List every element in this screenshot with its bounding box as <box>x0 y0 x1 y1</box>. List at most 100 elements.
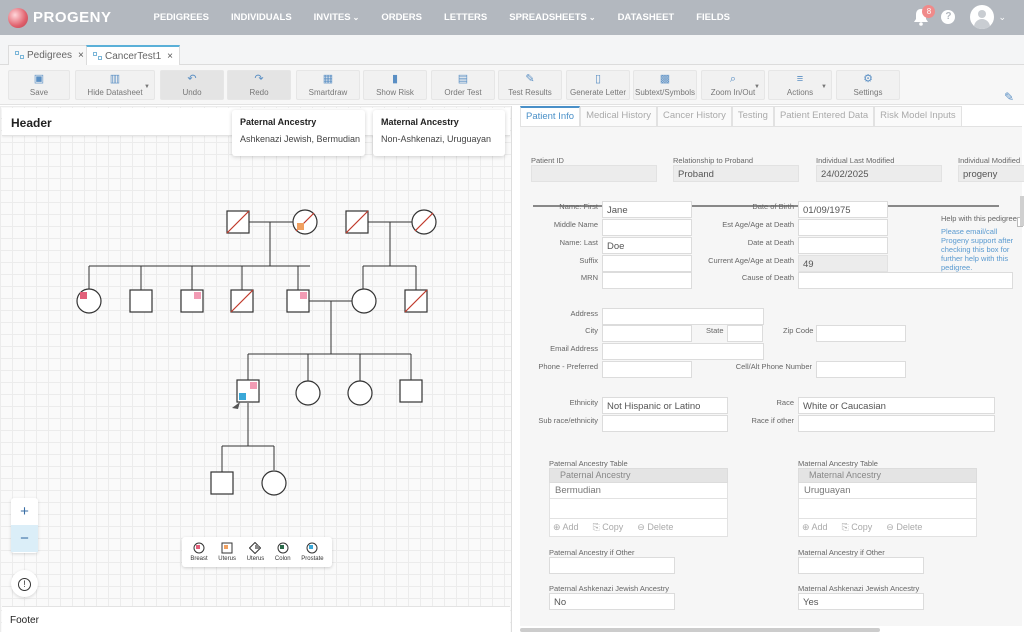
copy-button[interactable]: ⎘ Copy <box>841 522 873 532</box>
est-age-field[interactable] <box>798 219 888 236</box>
table-row[interactable]: Uruguayan <box>798 483 977 499</box>
add-button[interactable]: ⊕ Add <box>802 522 828 532</box>
subtext-symbols-button[interactable]: ▩ Subtext/Symbols <box>633 70 697 100</box>
zoom-in-button[interactable]: + <box>20 503 29 520</box>
vertical-scrollbar[interactable] <box>1020 196 1024 226</box>
relationship-field[interactable]: Proband <box>673 165 799 182</box>
phone-field[interactable] <box>602 361 692 378</box>
tab-pedigrees[interactable]: Pedigrees × <box>8 45 91 65</box>
mrn-field[interactable] <box>602 272 692 289</box>
paternal-ancestry-card[interactable]: Paternal Ancestry Ashkenazi Jewish, Berm… <box>232 110 365 156</box>
paternal-uncle[interactable] <box>129 289 153 313</box>
toolbar-button-label: Save <box>29 87 49 97</box>
cause-of-death-field[interactable] <box>798 272 1013 289</box>
sister[interactable] <box>295 380 321 406</box>
cell-phone-field[interactable] <box>816 361 906 378</box>
zip-field[interactable] <box>816 325 906 342</box>
nav-item-orders[interactable]: ORDERS <box>381 12 422 23</box>
nav-item-pedigrees[interactable]: PEDIGREES <box>154 12 209 23</box>
table-row[interactable] <box>549 499 728 519</box>
show-risk-button[interactable]: ▮ Show Risk <box>363 70 427 100</box>
generate-letter-button[interactable]: ▯ Generate Letter <box>566 70 630 100</box>
add-button[interactable]: ⊕ Add <box>553 522 579 532</box>
nav-item-invites[interactable]: INVITES ⌄ <box>314 12 360 23</box>
smartdraw-button[interactable]: ▦ Smartdraw <box>296 70 360 100</box>
patient-id-field[interactable] <box>531 165 657 182</box>
race-select[interactable]: White or Caucasian <box>798 397 995 414</box>
toolbar-button-label: Show Risk <box>376 87 414 97</box>
dod-field[interactable] <box>798 237 888 254</box>
ethnicity-select[interactable]: Not Hispanic or Latino <box>602 397 728 414</box>
brother[interactable] <box>399 379 423 403</box>
dropdown-arrow-icon[interactable]: ▼ <box>144 84 150 90</box>
nav-item-datasheet[interactable]: DATASHEET <box>618 12 675 23</box>
paternal-aj-select[interactable]: No <box>549 593 675 610</box>
close-icon[interactable]: × <box>78 50 84 61</box>
symbols-icon: ▩ <box>659 72 671 85</box>
help-icon[interactable]: ? <box>941 10 956 24</box>
table-row[interactable] <box>798 499 977 519</box>
order-test-button[interactable]: ▤ Order Test <box>431 70 495 100</box>
nav-item-fields[interactable]: FIELDS <box>696 12 730 23</box>
redo-button[interactable]: ↷ Redo <box>227 70 291 100</box>
suffix-field[interactable] <box>602 255 692 272</box>
dob-field[interactable]: 01/09/1975 <box>798 201 888 218</box>
state-field[interactable] <box>727 325 763 342</box>
dropdown-arrow-icon[interactable]: ▼ <box>821 84 827 90</box>
pedigree-footer[interactable]: Footer <box>2 606 510 632</box>
actions-button[interactable]: ≡ Actions ▼ <box>768 70 832 100</box>
undo-button[interactable]: ↶ Undo <box>160 70 224 100</box>
test-results-button[interactable]: ✎ Test Results <box>498 70 562 100</box>
zoom-in-out-button[interactable]: ⌕ Zoom In/Out ▼ <box>701 70 765 100</box>
edit-icon[interactable]: ✎ <box>1003 90 1014 104</box>
save-button[interactable]: ▣ Save <box>8 70 70 100</box>
maternal-aj-select[interactable]: Yes <box>798 593 924 610</box>
chevron-down-icon[interactable]: ⌄ <box>998 11 1006 22</box>
tab-cancertest1[interactable]: CancerTest1 × <box>86 45 180 65</box>
delete-button[interactable]: ⊖ Delete <box>886 522 923 532</box>
zoom-out-button[interactable]: − <box>11 525 38 552</box>
first-name-field[interactable]: Jane <box>602 201 692 218</box>
city-field[interactable] <box>602 325 692 342</box>
son[interactable] <box>210 471 234 495</box>
subrace-field[interactable] <box>602 415 728 432</box>
hide-datasheet-button[interactable]: ▥ Hide Datasheet ▼ <box>75 70 155 100</box>
nav-item-letters[interactable]: LETTERS <box>444 12 487 23</box>
copy-button[interactable]: ⎘ Copy <box>592 522 624 532</box>
daughter[interactable] <box>261 470 287 496</box>
horizontal-scrollbar[interactable] <box>520 628 880 632</box>
modified-by-field[interactable]: progeny <box>958 165 1024 182</box>
nav-item-individuals[interactable]: INDIVIDUALS <box>231 12 292 23</box>
table-row[interactable]: Bermudian <box>549 483 728 499</box>
pedigree-canvas[interactable]: Header <box>0 106 512 632</box>
notifications-button[interactable]: 8 <box>913 5 936 26</box>
pedigree-diagram[interactable] <box>0 106 512 606</box>
close-icon[interactable]: × <box>167 50 173 62</box>
tab-patient-entered-data[interactable]: Patient Entered Data <box>773 106 875 126</box>
last-name-field[interactable]: Doe <box>602 237 692 254</box>
user-avatar[interactable] <box>970 5 995 29</box>
race-other-field[interactable] <box>798 415 995 432</box>
maternal-other-field[interactable] <box>798 557 924 574</box>
paternal-table-label: Paternal Ancestry Table <box>549 459 628 468</box>
progeny-logo[interactable]: PROGENY <box>8 7 112 28</box>
delete-button[interactable]: ⊖ Delete <box>637 522 674 532</box>
settings-button[interactable]: ⚙ Settings <box>836 70 900 100</box>
dod-label: Date at Death <box>747 238 794 247</box>
paternal-other-field[interactable] <box>549 557 675 574</box>
last-modified-field[interactable]: 24/02/2025 <box>816 165 942 182</box>
middle-name-field[interactable] <box>602 219 692 236</box>
email-field[interactable] <box>602 343 764 360</box>
tab-cancer-history[interactable]: Cancer History <box>657 106 732 126</box>
nav-item-spreadsheets[interactable]: SPREADSHEETS ⌄ <box>509 12 595 23</box>
tab-patient-info[interactable]: Patient Info <box>520 106 581 126</box>
sister[interactable] <box>347 380 373 406</box>
info-button[interactable]: ! <box>11 570 38 597</box>
dropdown-arrow-icon[interactable]: ▼ <box>754 84 760 90</box>
tab-risk-model-inputs[interactable]: Risk Model Inputs <box>874 106 962 126</box>
mother[interactable] <box>351 288 377 314</box>
tab-testing[interactable]: Testing <box>731 106 774 126</box>
maternal-ancestry-card[interactable]: Maternal Ancestry Non-Ashkenazi, Uruguay… <box>373 110 505 156</box>
tab-medical-history[interactable]: Medical History <box>580 106 657 126</box>
address-field[interactable] <box>602 308 764 325</box>
